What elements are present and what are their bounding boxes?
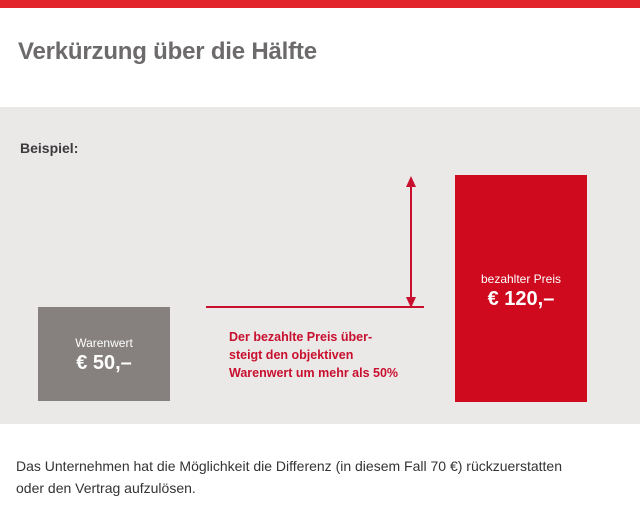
example-label: Beispiel: bbox=[20, 140, 79, 156]
item-value-price: € 50,– bbox=[76, 352, 132, 374]
footer-line: Das Unternehmen hat die Möglichkeit die … bbox=[16, 458, 562, 474]
annotation-line: steigt den objektiven bbox=[229, 348, 354, 362]
top-accent-bar bbox=[0, 0, 640, 8]
paid-price-box: bezahlter Preis € 120,– bbox=[455, 175, 587, 402]
double-arrow-icon bbox=[406, 176, 416, 308]
item-value-box: Warenwert € 50,– bbox=[38, 307, 170, 401]
footer-line: oder den Vertrag aufzulösen. bbox=[16, 480, 196, 496]
annotation-line: Der bezahlte Preis über- bbox=[229, 330, 373, 344]
annotation-text: Der bezahlte Preis über- steigt den obje… bbox=[229, 328, 429, 382]
footer-text: Das Unternehmen hat die Möglichkeit die … bbox=[16, 455, 626, 499]
annotation-line: Warenwert um mehr als 50% bbox=[229, 366, 399, 380]
item-value-caption: Warenwert bbox=[75, 336, 133, 350]
paid-price-value: € 120,– bbox=[487, 288, 555, 310]
page-title: Verkürzung über die Hälfte bbox=[18, 38, 317, 65]
reference-line bbox=[206, 306, 424, 308]
paid-price-caption: bezahlter Preis bbox=[480, 272, 562, 286]
